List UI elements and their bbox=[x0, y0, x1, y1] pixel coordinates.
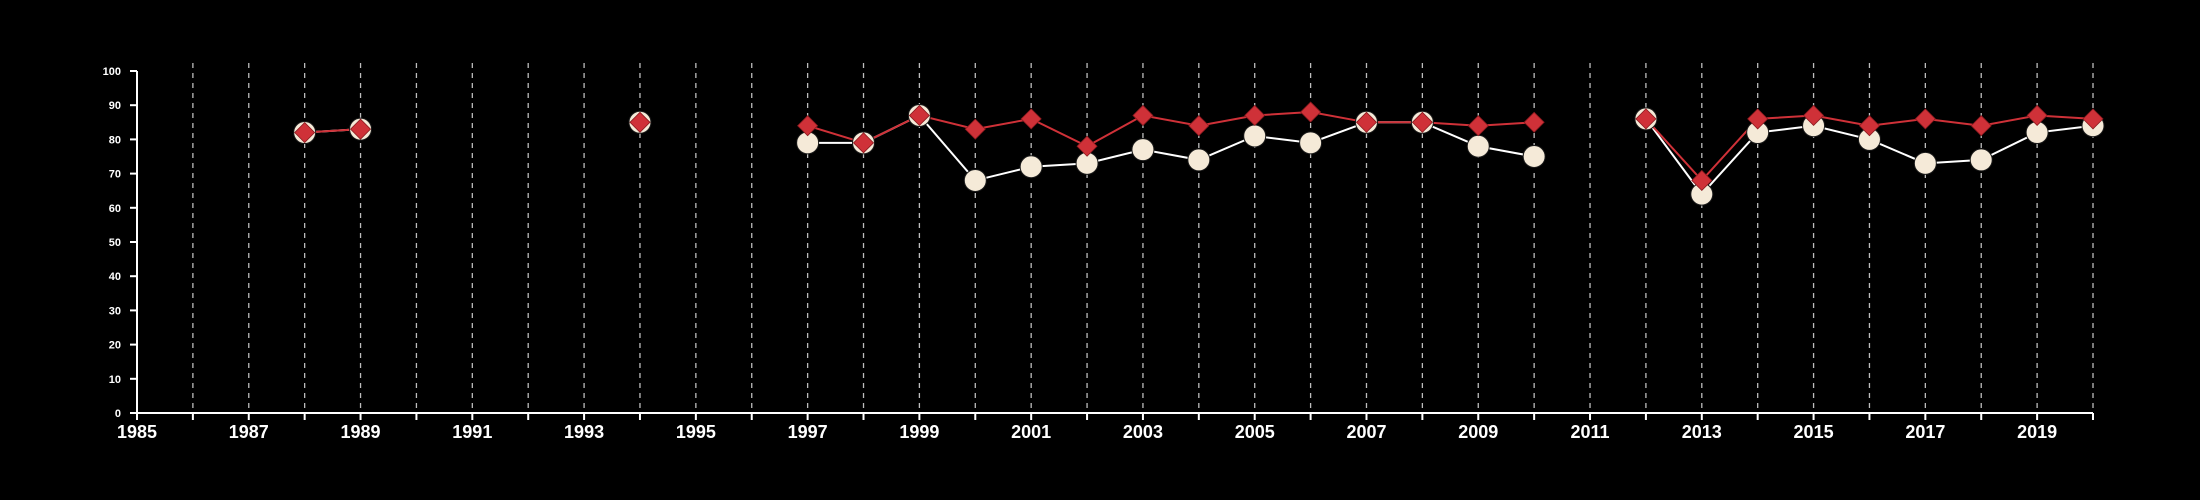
series-2-point-1989 bbox=[349, 118, 372, 140]
series-1-point-2000 bbox=[963, 168, 987, 192]
x-tick-label: 1989 bbox=[341, 422, 381, 442]
x-tick-label: 2005 bbox=[1235, 422, 1275, 442]
vertical-gridlines bbox=[192, 63, 2094, 413]
y-tick-label: 100 bbox=[103, 66, 121, 78]
series-2-point-1994 bbox=[629, 111, 651, 133]
x-tick-label: 1999 bbox=[899, 422, 939, 442]
y-tick-label: 0 bbox=[115, 408, 121, 420]
series-1-point-2001 bbox=[1019, 155, 1043, 179]
series-1-point-2018 bbox=[1969, 148, 1993, 172]
x-tick-label: 1997 bbox=[788, 422, 828, 442]
series-1-point-2003 bbox=[1131, 138, 1155, 162]
y-tick-label: 10 bbox=[109, 374, 121, 386]
y-tick-label: 30 bbox=[109, 305, 121, 317]
y-tick-label: 70 bbox=[109, 169, 121, 181]
series-2-point-2009 bbox=[1467, 115, 1489, 137]
series-2-point-2015 bbox=[1803, 104, 1825, 127]
series-1-point-2004 bbox=[1187, 148, 1211, 172]
y-tick-label: 80 bbox=[109, 134, 121, 146]
x-tick-label: 1987 bbox=[229, 422, 269, 442]
y-tick-label: 20 bbox=[109, 340, 121, 352]
series-2-point-2014 bbox=[1747, 108, 1769, 130]
x-tick-label: 2017 bbox=[1905, 422, 1945, 442]
series-2-point-2003 bbox=[1132, 104, 1154, 127]
axes bbox=[130, 70, 2094, 420]
series-2-point-2016 bbox=[1858, 115, 1881, 137]
x-tick-label: 2007 bbox=[1346, 422, 1386, 442]
x-tick-label: 2013 bbox=[1682, 422, 1722, 442]
series-1-point-2005 bbox=[1243, 124, 1267, 148]
series-1-point-2006 bbox=[1299, 131, 1323, 155]
x-tick-label: 2003 bbox=[1123, 422, 1163, 442]
series-2-point-2018 bbox=[1970, 115, 1992, 137]
y-tick-label: 90 bbox=[109, 100, 121, 112]
series-2-point-1999 bbox=[908, 104, 930, 127]
x-tick-label: 1991 bbox=[452, 422, 492, 442]
series-2-point-2020 bbox=[2082, 108, 2104, 130]
series-1-point-2009 bbox=[1466, 134, 1490, 158]
x-tick-label: 2009 bbox=[1458, 422, 1498, 442]
series-2-point-2008 bbox=[1411, 111, 1433, 133]
x-tick-label: 2011 bbox=[1570, 422, 1609, 442]
series-2-point-2017 bbox=[1914, 108, 1936, 130]
series-2-point-1997 bbox=[797, 115, 819, 137]
series-2-point-2006 bbox=[1300, 101, 1322, 123]
series-1-point-2017 bbox=[1913, 151, 1937, 175]
y-tick-label: 40 bbox=[109, 271, 121, 283]
series-2-point-2002 bbox=[1076, 135, 1098, 157]
x-tick-label: 1985 bbox=[117, 422, 157, 442]
series-2-point-1988 bbox=[294, 121, 316, 144]
series-2-point-1998 bbox=[852, 132, 875, 154]
series-2-point-2007 bbox=[1355, 111, 1378, 133]
x-tick-label: 2019 bbox=[2017, 422, 2057, 442]
series-2-point-2000 bbox=[964, 118, 986, 140]
series-2-point-2001 bbox=[1020, 108, 1042, 130]
x-tick-label: 1993 bbox=[564, 422, 604, 442]
series-2-point-2019 bbox=[2026, 104, 2048, 127]
series-2-point-2013 bbox=[1691, 169, 1713, 192]
series-2-point-2010 bbox=[1523, 111, 1545, 133]
y-tick-label: 60 bbox=[109, 203, 121, 215]
series-2-point-2004 bbox=[1188, 115, 1210, 137]
tick-labels: 0 10 20 30 40 50 60 70 80 90 100 1985 1987 1989 1991 19… bbox=[103, 66, 2057, 442]
x-tick-label: 2015 bbox=[1794, 422, 1834, 442]
x-tick-label: 2001 bbox=[1011, 422, 1051, 442]
y-tick-label: 50 bbox=[109, 237, 121, 249]
series-1-point-2010 bbox=[1522, 145, 1546, 168]
x-tick-label: 1995 bbox=[676, 422, 716, 442]
series-2-point-2012 bbox=[1635, 108, 1657, 130]
series-2-point-2005 bbox=[1244, 104, 1266, 127]
series-markers bbox=[293, 101, 2105, 206]
